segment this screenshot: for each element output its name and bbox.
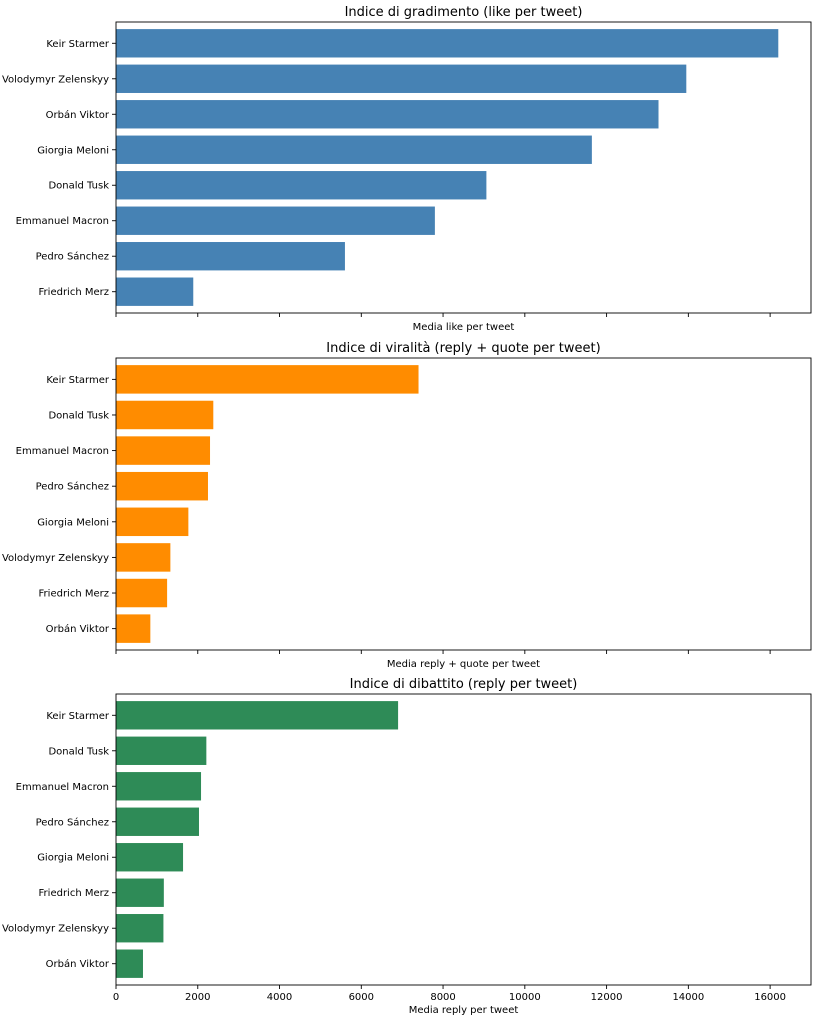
bar xyxy=(116,135,592,164)
y-tick-label: Pedro Sánchez xyxy=(36,816,109,828)
bar xyxy=(116,772,202,801)
bar xyxy=(116,578,168,608)
x-tick-label: 16000 xyxy=(754,992,786,1003)
bar xyxy=(116,100,659,129)
bar xyxy=(116,277,194,306)
chart-panel-3: Indice di dibattito (reply per tweet) Kei… xyxy=(2,677,812,1016)
x-tick-label: 10000 xyxy=(509,992,541,1003)
y-tick-label: Giorgia Meloni xyxy=(37,517,109,528)
bar xyxy=(116,614,151,643)
x-axis-label: Media reply per tweet xyxy=(409,1005,519,1016)
x-tick-label: 2000 xyxy=(185,992,210,1003)
y-tick-label: Donald Tusk xyxy=(48,410,109,421)
bar xyxy=(116,949,143,978)
bar xyxy=(116,171,487,200)
y-tick-label: Giorgia Meloni xyxy=(37,145,109,156)
bar xyxy=(116,365,419,394)
y-tick-label: Donald Tusk xyxy=(48,746,109,757)
y-tick-label: Volodymyr Zelenskyy xyxy=(2,924,109,935)
y-tick-label: Keir Starmer xyxy=(46,711,110,722)
x-tick-label: 14000 xyxy=(672,992,704,1003)
y-tick-label: Pedro Sánchez xyxy=(36,251,109,263)
bar xyxy=(116,701,399,730)
chart-panel-2: Indice di viralità (reply + quote per tw… xyxy=(2,341,812,670)
bar xyxy=(116,914,164,943)
x-tick-label: 6000 xyxy=(349,992,374,1003)
y-tick-label: Friedrich Merz xyxy=(39,589,109,600)
bar xyxy=(116,807,199,836)
bar xyxy=(116,736,207,765)
plot-frame xyxy=(115,357,812,651)
chart-panel-1: Indice di gradimento (like per tweet) Kei… xyxy=(2,5,812,333)
x-axis-label: Media like per tweet xyxy=(413,322,515,333)
bar xyxy=(116,436,211,465)
bar xyxy=(116,471,208,501)
y-tick-label: Emmanuel Macron xyxy=(16,446,109,457)
bar xyxy=(116,878,164,907)
y-tick-label: Pedro Sánchez xyxy=(36,481,109,493)
y-tick-label: Emmanuel Macron xyxy=(16,216,109,227)
chart-title: Indice di dibattito (reply per tweet) xyxy=(350,677,578,692)
bar xyxy=(116,206,435,235)
y-tick-label: Orbán Viktor xyxy=(46,958,110,970)
chart-title: Indice di gradimento (like per tweet) xyxy=(345,5,583,20)
plot-frame xyxy=(115,693,812,986)
bar xyxy=(116,29,779,58)
y-tick-label: Orbán Viktor xyxy=(46,109,110,121)
y-tick-label: Friedrich Merz xyxy=(39,888,109,899)
bar xyxy=(116,843,184,872)
bar xyxy=(116,242,345,271)
y-tick-label: Friedrich Merz xyxy=(39,287,109,298)
x-tick-label: 4000 xyxy=(267,992,292,1003)
chart-title: Indice di viralità (reply + quote per tw… xyxy=(326,341,600,356)
y-tick-label: Keir Starmer xyxy=(46,375,110,386)
y-tick-label: Donald Tusk xyxy=(48,181,109,192)
y-tick-label: Volodymyr Zelenskyy xyxy=(2,74,109,85)
y-tick-label: Volodymyr Zelenskyy xyxy=(2,553,109,564)
y-tick-label: Emmanuel Macron xyxy=(16,782,109,793)
bar xyxy=(116,543,171,572)
bar xyxy=(116,507,189,537)
x-tick-label: 12000 xyxy=(591,992,623,1003)
bar xyxy=(116,400,214,430)
x-tick-label: 0 xyxy=(113,992,119,1003)
y-tick-label: Keir Starmer xyxy=(46,39,110,50)
x-axis-label: Media reply + quote per tweet xyxy=(387,659,540,670)
y-tick-label: Giorgia Meloni xyxy=(37,853,109,864)
plot-frame xyxy=(115,21,812,314)
y-tick-label: Orbán Viktor xyxy=(46,623,110,635)
bar xyxy=(116,64,687,93)
x-tick-label: 8000 xyxy=(430,992,455,1003)
